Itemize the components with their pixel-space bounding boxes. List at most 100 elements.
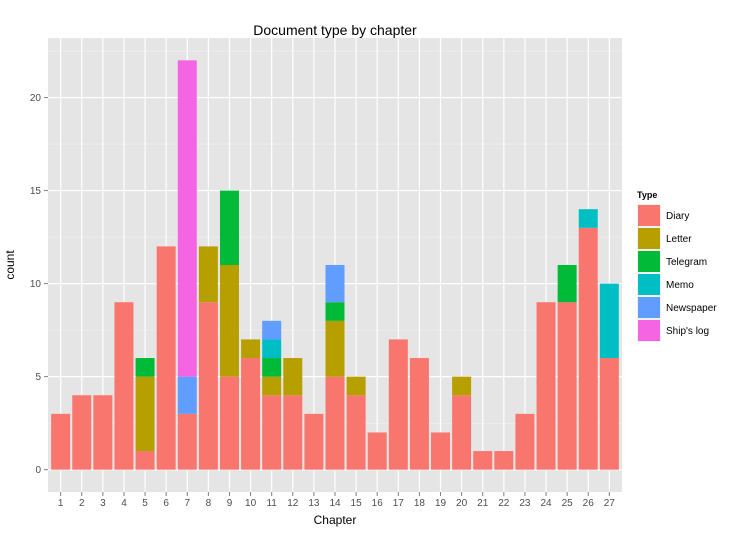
x-tick-label: 4 bbox=[121, 498, 127, 509]
legend-label: Ship's log bbox=[666, 326, 709, 337]
bar-segment bbox=[536, 302, 556, 470]
x-tick-label: 7 bbox=[184, 498, 190, 509]
bar-segment bbox=[241, 358, 261, 470]
y-tick-label: 20 bbox=[30, 93, 42, 104]
x-tick-label: 19 bbox=[435, 498, 447, 509]
bar-segment bbox=[93, 395, 113, 470]
legend-label: Newspaper bbox=[666, 303, 717, 314]
x-tick-label: 10 bbox=[245, 498, 257, 509]
legend-key bbox=[638, 205, 660, 226]
y-tick-label: 0 bbox=[35, 465, 41, 476]
bar-segment bbox=[262, 358, 282, 377]
bar-segment bbox=[599, 358, 619, 470]
bar-segment bbox=[346, 395, 366, 470]
chart-title: Document type by chapter bbox=[253, 22, 417, 38]
bar-segment bbox=[599, 283, 619, 359]
legend-label: Diary bbox=[666, 211, 689, 222]
bar-segment bbox=[177, 413, 197, 470]
bar-segment bbox=[114, 302, 134, 470]
bar-segment bbox=[177, 376, 197, 414]
x-tick-label: 12 bbox=[287, 498, 299, 509]
x-tick-label: 5 bbox=[142, 498, 148, 509]
bar-segment bbox=[198, 302, 218, 470]
bar-segment bbox=[283, 358, 303, 396]
legend-key bbox=[638, 274, 660, 295]
bar-segment bbox=[578, 227, 598, 470]
x-tick-label: 2 bbox=[79, 498, 85, 509]
legend-label: Telegram bbox=[666, 257, 707, 268]
bar-segment bbox=[304, 413, 324, 470]
x-tick-label: 15 bbox=[351, 498, 363, 509]
x-tick-label: 8 bbox=[206, 498, 212, 509]
y-axis-title: count bbox=[3, 250, 17, 280]
x-tick-label: 14 bbox=[329, 498, 341, 509]
bar-segment bbox=[219, 265, 239, 377]
legend: Type Diary Letter Telegram Memo Newspaper Shi… bbox=[637, 190, 717, 342]
bar-segment bbox=[262, 339, 282, 359]
y-tick-label: 5 bbox=[35, 372, 41, 383]
x-axis-title: Chapter bbox=[314, 513, 357, 527]
x-tick-label: 11 bbox=[266, 498, 277, 509]
x-tick-label: 23 bbox=[519, 498, 531, 509]
bar-segment bbox=[452, 395, 472, 470]
bar-segment bbox=[325, 376, 345, 470]
bar-segment bbox=[262, 395, 282, 470]
legend-key bbox=[638, 228, 660, 249]
bar-segment bbox=[452, 376, 472, 396]
bar-segment bbox=[473, 451, 493, 470]
x-tick-label: 16 bbox=[372, 498, 384, 509]
x-tick-label: 21 bbox=[477, 498, 489, 509]
legend-key bbox=[638, 320, 660, 341]
x-tick-label: 26 bbox=[583, 498, 595, 509]
bar-segment bbox=[262, 376, 282, 396]
y-tick-label: 10 bbox=[30, 279, 42, 290]
x-tick-label: 9 bbox=[227, 498, 233, 509]
bar-segment bbox=[51, 413, 71, 470]
legend-label: Letter bbox=[666, 234, 692, 245]
x-tick-label: 22 bbox=[498, 498, 510, 509]
bar-segment bbox=[557, 265, 577, 303]
x-tick-label: 13 bbox=[308, 498, 320, 509]
x-tick-label: 6 bbox=[163, 498, 169, 509]
bar-segment bbox=[262, 320, 282, 340]
legend-label: Memo bbox=[666, 280, 694, 291]
bar-segment bbox=[388, 339, 408, 470]
bar-segment bbox=[431, 432, 451, 470]
bar-segment bbox=[198, 246, 218, 303]
x-tick-label: 17 bbox=[393, 498, 405, 509]
bar-segment bbox=[219, 190, 239, 265]
y-axis-ticks: 0 5 10 15 20 bbox=[30, 93, 48, 476]
bar-segment bbox=[367, 432, 387, 470]
bar-segment bbox=[135, 376, 155, 452]
bar-segment bbox=[325, 302, 345, 321]
x-tick-label: 20 bbox=[456, 498, 468, 509]
x-axis-ticks: 1 2 3 4 5 6 7 8 9 10 11 12 13 14 15 16 17 18 19 20 21 22 23 24 2… bbox=[58, 492, 615, 509]
bar-segment bbox=[241, 339, 261, 359]
x-tick-label: 24 bbox=[540, 498, 552, 509]
legend-title: Type bbox=[637, 190, 657, 200]
x-tick-label: 1 bbox=[58, 498, 64, 509]
bar-segment bbox=[515, 413, 535, 470]
bar-segment bbox=[325, 265, 345, 303]
bar-segment bbox=[409, 358, 429, 470]
y-tick-label: 15 bbox=[30, 186, 42, 197]
bar-segment bbox=[494, 451, 514, 470]
legend-key bbox=[638, 251, 660, 272]
bar-segment bbox=[72, 395, 92, 470]
x-tick-label: 27 bbox=[604, 498, 616, 509]
bar-segment bbox=[557, 302, 577, 470]
bar-segment bbox=[325, 320, 345, 377]
bars bbox=[51, 60, 619, 470]
legend-key bbox=[638, 297, 660, 318]
bar-segment bbox=[135, 451, 155, 470]
bar-segment bbox=[156, 246, 176, 470]
bar-segment bbox=[135, 358, 155, 377]
x-tick-label: 25 bbox=[562, 498, 574, 509]
bar-segment bbox=[177, 60, 197, 377]
legend-items: Diary Letter Telegram Memo Newspaper Ship's l… bbox=[637, 204, 717, 342]
bar-segment bbox=[219, 376, 239, 470]
bar-segment bbox=[283, 395, 303, 470]
bar-segment bbox=[346, 376, 366, 396]
